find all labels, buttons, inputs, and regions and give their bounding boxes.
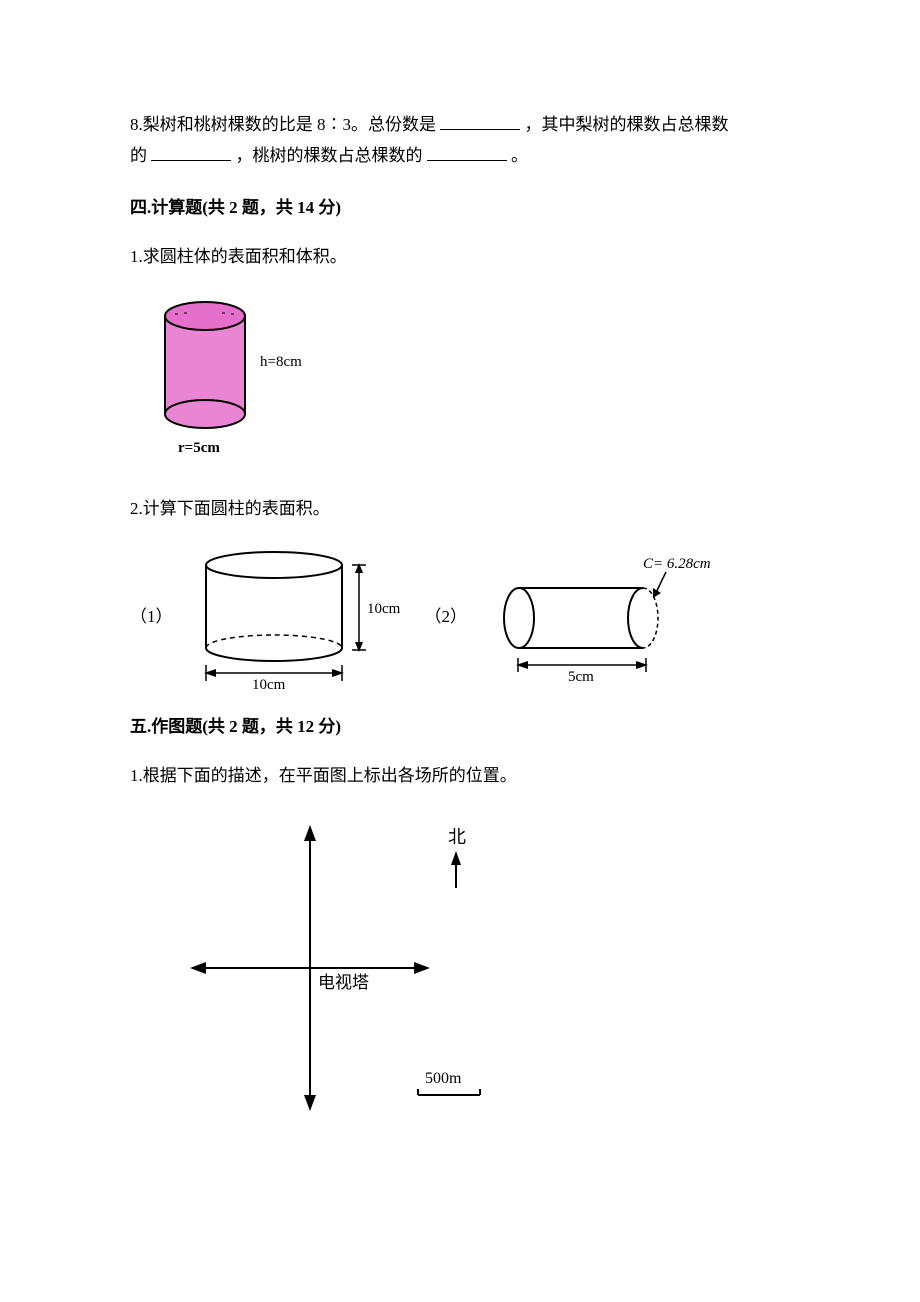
s4-q1-text: 1.求圆柱体的表面积和体积。 [130,242,790,273]
svg-text:10cm: 10cm [367,601,401,617]
s4-q2-label-1: （1） [130,602,173,633]
q8-text-4: ，桃树的棵数占总棵数的 [236,146,423,165]
svg-text:h=8cm: h=8cm [260,354,302,370]
s4-q2-label-2: （2） [425,602,468,633]
s5-q1-text: 1.根据下面的描述，在平面图上标出各场所的位置。 [130,761,790,792]
s5-q1-figure: 电视塔 北 500m [130,813,790,1133]
cylinder-2-icon: C= 6.28cm 5cm [483,550,718,685]
question-8: 8.梨树和桃树棵数的比是 8∶3。总份数是 ，其中梨树的棵数占总棵数 的 ，桃树… [130,110,790,171]
s4-q2-figures: （1） 10cm 10cm （2） C= [130,545,790,690]
compass-map-icon: 电视塔 北 500m [190,813,520,1133]
s4-q2-text: 2.计算下面圆柱的表面积。 [130,494,790,525]
svg-text:10cm: 10cm [252,677,286,690]
section-5-header: 五.作图题(共 2 题，共 12 分) [130,712,790,743]
q8-blank-2[interactable] [151,144,231,161]
q8-text-2: ，其中梨树的棵数占总棵数 [525,115,729,134]
svg-text:北: 北 [448,827,466,847]
section-4-header: 四.计算题(共 2 题，共 14 分) [130,193,790,224]
cylinder-pink-icon: h=8cm r=5cm [130,294,325,459]
svg-text:500m: 500m [425,1070,462,1087]
q8-blank-1[interactable] [440,113,520,130]
cylinder-1-icon: 10cm 10cm [189,545,409,690]
svg-text:5cm: 5cm [568,669,594,685]
q8-text-3: 的 [130,146,147,165]
s4-q1-figure: h=8cm r=5cm [130,294,790,459]
q8-text-5: 。 [511,146,528,165]
svg-text:电视塔: 电视塔 [318,973,369,992]
q8-text-1: 8.梨树和桃树棵数的比是 8∶3。总份数是 [130,115,436,134]
svg-text:r=5cm: r=5cm [178,440,220,456]
q8-blank-3[interactable] [427,144,507,161]
svg-text:C= 6.28cm: C= 6.28cm [643,556,711,572]
